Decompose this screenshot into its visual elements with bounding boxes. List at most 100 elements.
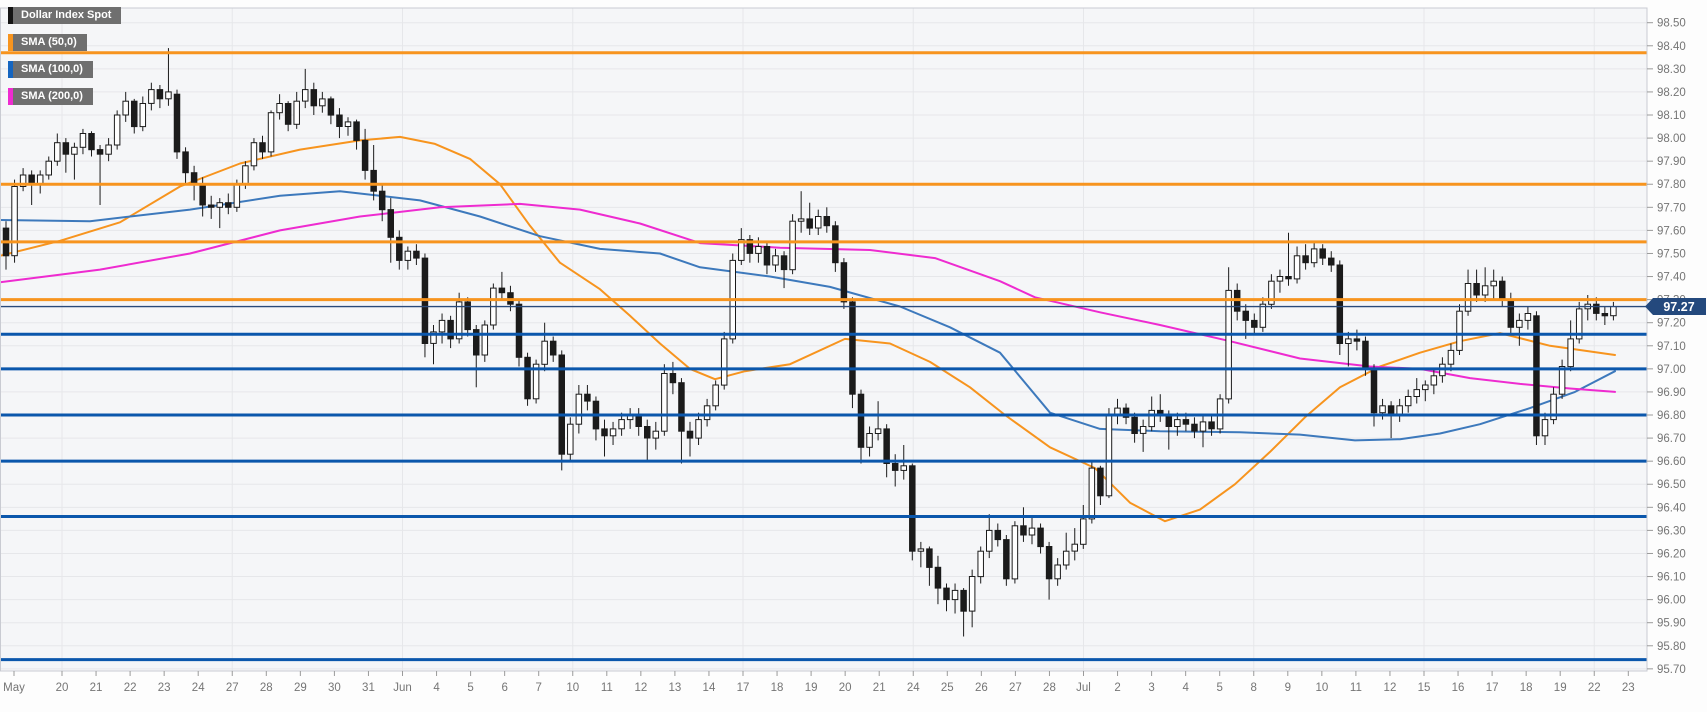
blue-support-resistance-lines — [0, 332, 1647, 662]
svg-text:9: 9 — [1285, 682, 1291, 694]
svg-text:96.20: 96.20 — [1657, 548, 1686, 560]
svg-text:96.50: 96.50 — [1657, 479, 1686, 491]
svg-text:23: 23 — [158, 682, 171, 694]
current-price-value: 97.27 — [1663, 300, 1694, 314]
plot-area — [0, 8, 1647, 671]
svg-text:17: 17 — [737, 682, 750, 694]
svg-text:18: 18 — [771, 682, 784, 694]
legend-item-label: SMA (200,0) — [13, 88, 93, 105]
svg-text:97.90: 97.90 — [1657, 156, 1686, 168]
svg-text:96.10: 96.10 — [1657, 572, 1686, 584]
svg-text:6: 6 — [501, 682, 507, 694]
candlesticks — [2, 48, 1617, 637]
svg-text:17: 17 — [1486, 682, 1499, 694]
svg-text:98.00: 98.00 — [1657, 133, 1686, 145]
svg-text:97.70: 97.70 — [1657, 202, 1686, 214]
svg-text:28: 28 — [1043, 682, 1056, 694]
series-color-swatch-icon — [8, 88, 13, 105]
svg-text:97.20: 97.20 — [1657, 318, 1686, 330]
svg-text:97.10: 97.10 — [1657, 341, 1686, 353]
svg-text:22: 22 — [124, 682, 137, 694]
svg-text:4: 4 — [433, 682, 440, 694]
svg-text:24: 24 — [907, 682, 920, 694]
svg-text:30: 30 — [328, 682, 341, 694]
series-color-swatch-icon — [8, 7, 13, 24]
chart-legend: Dollar Index Spot SMA (50,0) SMA (100,0) SM… — [8, 7, 122, 115]
svg-text:98.40: 98.40 — [1657, 41, 1686, 53]
svg-text:26: 26 — [975, 682, 988, 694]
svg-text:8: 8 — [1251, 682, 1257, 694]
svg-text:97.40: 97.40 — [1657, 272, 1686, 284]
svg-text:96.90: 96.90 — [1657, 387, 1686, 399]
series-color-swatch-icon — [8, 34, 13, 51]
svg-text:95.90: 95.90 — [1657, 618, 1686, 630]
svg-text:28: 28 — [260, 682, 273, 694]
svg-text:11: 11 — [1350, 682, 1362, 694]
svg-text:19: 19 — [1554, 682, 1567, 694]
svg-text:29: 29 — [294, 682, 307, 694]
current-price-badge: 97.27 — [1645, 298, 1706, 316]
svg-text:96.70: 96.70 — [1657, 433, 1686, 445]
svg-text:97.60: 97.60 — [1657, 225, 1686, 237]
legend-item-label: SMA (100,0) — [13, 61, 93, 78]
svg-text:18: 18 — [1520, 682, 1533, 694]
svg-text:12: 12 — [634, 682, 647, 694]
legend-item-sma-200[interactable]: SMA (200,0) — [8, 88, 121, 105]
svg-text:21: 21 — [873, 682, 886, 694]
orange-resistance-lines — [0, 51, 1647, 302]
svg-text:27: 27 — [226, 682, 239, 694]
svg-text:12: 12 — [1384, 682, 1397, 694]
svg-text:2: 2 — [1114, 682, 1120, 694]
svg-text:Jun: Jun — [393, 682, 412, 694]
svg-text:23: 23 — [1622, 682, 1635, 694]
svg-text:96.60: 96.60 — [1657, 456, 1686, 468]
svg-text:97.50: 97.50 — [1657, 248, 1686, 260]
svg-text:5: 5 — [467, 682, 473, 694]
legend-item-label: SMA (50,0) — [13, 34, 87, 51]
svg-text:98.50: 98.50 — [1657, 18, 1686, 30]
svg-text:Jul: Jul — [1076, 682, 1091, 694]
series-color-swatch-icon — [8, 61, 13, 78]
svg-text:97.80: 97.80 — [1657, 179, 1686, 191]
svg-text:31: 31 — [362, 682, 375, 694]
svg-text:96.40: 96.40 — [1657, 502, 1686, 514]
svg-text:10: 10 — [566, 682, 579, 694]
svg-text:5: 5 — [1216, 682, 1222, 694]
sma-50-curve — [0, 135, 1616, 523]
svg-text:20: 20 — [839, 682, 852, 694]
svg-text:11: 11 — [601, 682, 613, 694]
svg-text:98.20: 98.20 — [1657, 87, 1686, 99]
svg-text:19: 19 — [805, 682, 818, 694]
svg-text:16: 16 — [1452, 682, 1465, 694]
legend-item-sma-100[interactable]: SMA (100,0) — [8, 61, 121, 78]
svg-text:7: 7 — [535, 682, 541, 694]
legend-item-label: Dollar Index Spot — [13, 7, 122, 24]
svg-text:May: May — [3, 682, 25, 694]
svg-text:15: 15 — [1418, 682, 1431, 694]
svg-text:21: 21 — [90, 682, 103, 694]
vertical-gridlines — [61, 8, 1595, 671]
legend-item-sma-50[interactable]: SMA (50,0) — [8, 34, 121, 51]
svg-text:95.80: 95.80 — [1657, 641, 1686, 653]
plot-border — [0, 7, 1648, 672]
legend-item-dollar-index-spot[interactable]: Dollar Index Spot — [8, 7, 122, 24]
svg-text:98.10: 98.10 — [1657, 110, 1686, 122]
x-axis-labels: May 20 21 22 23 24 27 28 29 30 31 Jun 4 5 6 7 10 11 12 13 14… — [3, 671, 1635, 694]
svg-text:24: 24 — [192, 682, 205, 694]
svg-text:97.00: 97.00 — [1657, 364, 1686, 376]
svg-text:96.30: 96.30 — [1657, 525, 1686, 537]
svg-text:13: 13 — [669, 682, 682, 694]
svg-text:3: 3 — [1148, 682, 1154, 694]
svg-text:25: 25 — [941, 682, 954, 694]
svg-text:14: 14 — [703, 682, 716, 694]
svg-text:20: 20 — [56, 682, 69, 694]
svg-text:96.80: 96.80 — [1657, 410, 1686, 422]
svg-text:96.00: 96.00 — [1657, 595, 1686, 607]
svg-text:22: 22 — [1588, 682, 1601, 694]
svg-text:10: 10 — [1315, 682, 1328, 694]
svg-text:98.30: 98.30 — [1657, 64, 1686, 76]
svg-text:27: 27 — [1009, 682, 1022, 694]
y-axis-labels: 98.50 98.40 98.30 98.20 98.10 98.00 97.90 97.80… — [1647, 18, 1686, 676]
